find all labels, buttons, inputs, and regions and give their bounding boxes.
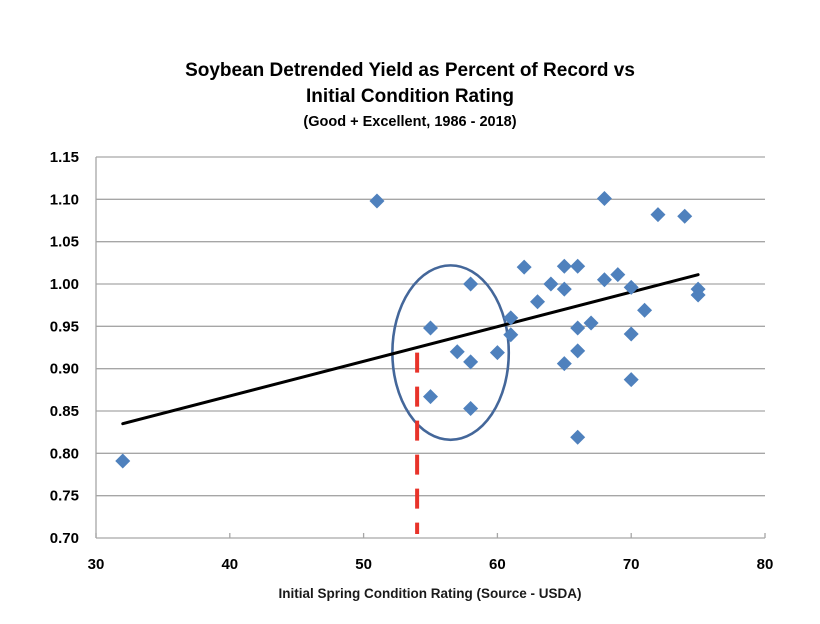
gridlines bbox=[96, 156, 765, 497]
x-tick-label: 70 bbox=[623, 556, 640, 573]
data-point bbox=[115, 453, 131, 469]
y-tick-label: 0.95 bbox=[50, 318, 79, 335]
data-point bbox=[570, 320, 586, 336]
annotations bbox=[391, 264, 511, 534]
chart-title-block: Soybean Detrended Yield as Percent of Re… bbox=[150, 58, 670, 132]
x-tick-labels: 30 40 50 60 70 80 bbox=[88, 556, 774, 573]
data-point bbox=[449, 344, 465, 360]
data-point bbox=[503, 327, 519, 343]
data-point bbox=[556, 356, 572, 372]
data-point bbox=[583, 315, 599, 331]
y-tick-label: 0.90 bbox=[50, 361, 79, 378]
x-tick-label: 80 bbox=[757, 556, 774, 573]
x-tick-label: 30 bbox=[88, 556, 105, 573]
y-tick-label: 1.10 bbox=[50, 191, 79, 208]
y-tick-label: 0.75 bbox=[50, 488, 79, 505]
data-point bbox=[543, 276, 559, 292]
x-axis-title: Initial Spring Condition Rating (Source … bbox=[279, 586, 582, 601]
data-point bbox=[623, 326, 639, 342]
data-point bbox=[516, 259, 532, 275]
data-point bbox=[503, 310, 519, 326]
x-tick-label: 50 bbox=[355, 556, 372, 573]
data-point bbox=[463, 354, 479, 370]
data-points bbox=[115, 190, 706, 469]
x-tick-label: 40 bbox=[221, 556, 238, 573]
data-point bbox=[596, 272, 612, 288]
data-point bbox=[489, 345, 505, 361]
data-point bbox=[623, 372, 639, 388]
y-tick-label: 1.05 bbox=[50, 234, 79, 251]
data-point bbox=[556, 281, 572, 297]
data-point bbox=[610, 267, 626, 283]
chart-title-line-2: Initial Condition Rating bbox=[306, 86, 514, 107]
y-tick-label: 0.85 bbox=[50, 403, 79, 420]
axes bbox=[95, 157, 766, 539]
data-point bbox=[596, 190, 612, 206]
data-point bbox=[677, 208, 693, 224]
y-tick-label: 1.15 bbox=[50, 149, 79, 166]
data-point bbox=[369, 193, 385, 209]
trendline-layer bbox=[121, 273, 700, 426]
data-point bbox=[463, 400, 479, 416]
data-point bbox=[570, 258, 586, 274]
trendline bbox=[121, 273, 700, 426]
y-tick-label: 0.80 bbox=[50, 445, 79, 462]
y-tick-labels: 0.70 0.75 0.80 0.85 0.90 0.95 1.00 1.05 1.10 1.15 bbox=[50, 149, 79, 547]
data-point bbox=[623, 279, 639, 295]
y-tick-label: 1.00 bbox=[50, 276, 79, 293]
data-point bbox=[530, 294, 546, 310]
x-tick-label: 60 bbox=[489, 556, 506, 573]
chart-title-line-1: Soybean Detrended Yield as Percent of Re… bbox=[185, 60, 635, 81]
data-point bbox=[556, 258, 572, 274]
data-point bbox=[637, 302, 653, 318]
data-point bbox=[423, 389, 438, 405]
data-point bbox=[570, 429, 586, 445]
y-tick-label: 0.70 bbox=[50, 530, 79, 547]
data-point bbox=[423, 320, 438, 336]
chart-subtitle: (Good + Excellent, 1986 - 2018) bbox=[303, 114, 517, 130]
data-point bbox=[690, 287, 706, 303]
data-point bbox=[463, 276, 479, 292]
data-point bbox=[650, 207, 666, 223]
data-point bbox=[570, 343, 586, 359]
